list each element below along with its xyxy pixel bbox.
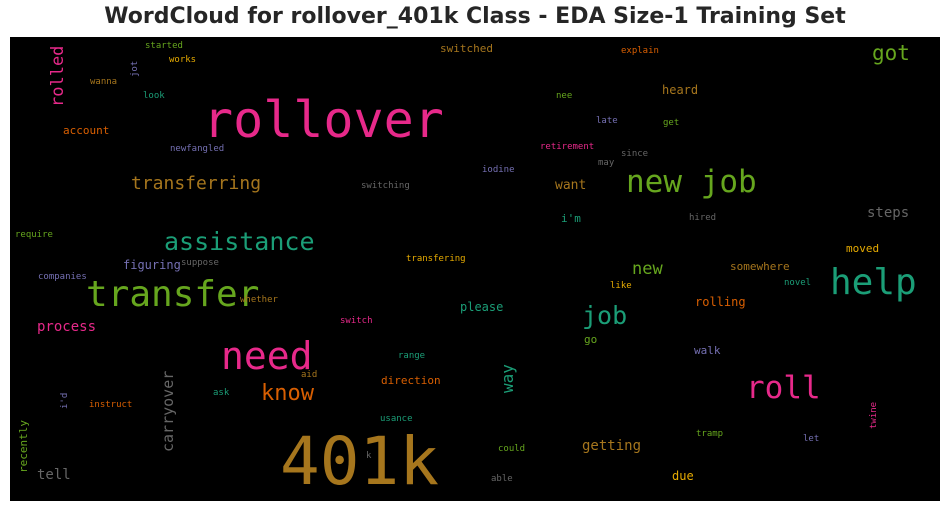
word-account: account xyxy=(63,124,110,137)
word-process: process xyxy=(37,319,97,335)
word-twine: twine xyxy=(869,401,879,429)
word-steps: steps xyxy=(867,205,910,221)
word-retirement: retirement xyxy=(540,142,595,152)
word-late: late xyxy=(596,116,618,126)
word-got: got xyxy=(872,41,910,65)
word-started: started xyxy=(145,41,183,51)
word-switched: switched xyxy=(440,42,493,55)
word-new: new xyxy=(632,259,663,279)
word-recently: recently xyxy=(17,420,30,473)
word-transferring: transferring xyxy=(131,173,262,194)
word-go: go xyxy=(584,333,598,346)
word-usance: usance xyxy=(380,414,413,424)
word-switch: switch xyxy=(340,316,373,326)
word-somewhere: somewhere xyxy=(730,260,790,273)
word-401k: 401k xyxy=(280,423,439,500)
chart-title: WordCloud for rollover_401k Class - EDA … xyxy=(104,4,846,29)
word-wanna: wanna xyxy=(90,77,118,87)
word-new-job: new job xyxy=(626,164,757,200)
word-look: look xyxy=(143,91,165,101)
word-since: since xyxy=(621,149,649,159)
word-need: need xyxy=(221,334,313,378)
word-carryover: carryover xyxy=(159,370,177,452)
word-jot: jot xyxy=(130,60,140,77)
word-help: help xyxy=(830,262,917,303)
word-way: way xyxy=(498,364,517,393)
word-able: able xyxy=(491,474,513,484)
word-let: let xyxy=(803,434,820,444)
word-whether: whether xyxy=(240,295,278,305)
word-aid: aid xyxy=(301,370,318,380)
word-tell: tell xyxy=(37,467,71,483)
word-hired: hired xyxy=(689,213,717,223)
word-could: could xyxy=(498,444,526,454)
word-k: k xyxy=(366,451,372,461)
word-suppose: suppose xyxy=(181,258,219,268)
word-ask: ask xyxy=(213,388,230,398)
word-id: i'd xyxy=(60,392,70,409)
word-want: want xyxy=(555,178,587,193)
word-figuring: figuring xyxy=(123,258,181,272)
word-get: get xyxy=(663,118,680,128)
word-direction: direction xyxy=(381,374,441,387)
word-require: require xyxy=(15,230,53,240)
word-rolled: rolled xyxy=(48,45,68,107)
word-works: works xyxy=(169,55,197,65)
word-range: range xyxy=(398,351,426,361)
word-tramp: tramp xyxy=(696,429,724,439)
word-walk: walk xyxy=(694,344,721,357)
word-transfer: transfer xyxy=(86,274,260,315)
word-roll: roll xyxy=(746,370,821,406)
word-moved: moved xyxy=(846,242,880,255)
word-novel: novel xyxy=(784,278,812,288)
word-rolling: rolling xyxy=(695,295,746,309)
word-may: may xyxy=(598,158,615,168)
word-know: know xyxy=(261,381,314,406)
word-nee: nee xyxy=(556,91,573,101)
word-please: please xyxy=(460,300,504,314)
word-instruct: instruct xyxy=(89,400,133,410)
word-iodine: iodine xyxy=(482,165,515,175)
word-companies: companies xyxy=(38,272,87,282)
word-heard: heard xyxy=(662,83,699,97)
word-explain: explain xyxy=(621,46,659,56)
word-transfering: transfering xyxy=(406,254,466,264)
word-like: like xyxy=(610,281,632,291)
word-switching: switching xyxy=(361,181,410,191)
word-im: i'm xyxy=(561,212,581,225)
word-due: due xyxy=(672,469,694,483)
word-assistance: assistance xyxy=(164,227,315,256)
word-getting: getting xyxy=(582,438,642,454)
word-rollover: rollover xyxy=(203,91,444,149)
word-newfangled: newfangled xyxy=(170,144,225,154)
word-job: job xyxy=(582,301,628,330)
word-cloud-canvas: rollover 401k new job help transfer need… xyxy=(10,37,940,501)
